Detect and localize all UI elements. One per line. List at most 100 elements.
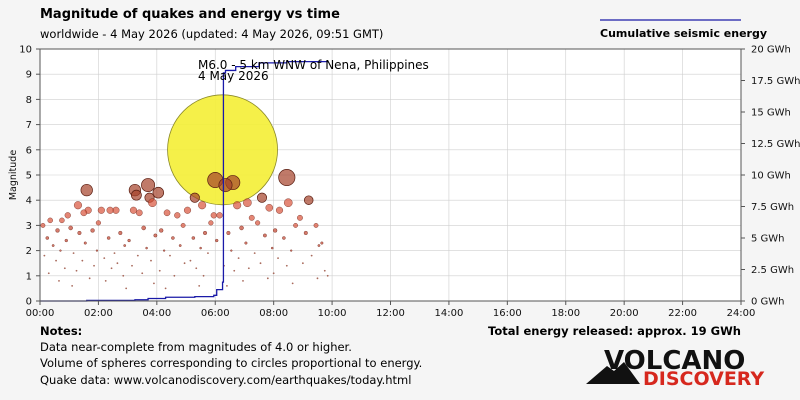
quake-marker xyxy=(237,257,240,260)
quake-marker xyxy=(248,214,255,221)
quake-marker xyxy=(189,259,192,262)
quake-marker xyxy=(95,249,99,252)
y-tick-label: 1 xyxy=(26,271,32,282)
quake-marker xyxy=(77,230,82,235)
quake-marker xyxy=(81,259,84,262)
quake-marker xyxy=(71,284,74,287)
quake-marker xyxy=(159,228,164,233)
quake-marker xyxy=(243,198,252,208)
quake-marker xyxy=(110,267,113,270)
quake-marker xyxy=(83,241,87,245)
quake-marker xyxy=(136,209,143,217)
quake-marker xyxy=(123,244,127,247)
quake-marker xyxy=(303,230,308,235)
quake-marker xyxy=(97,206,105,214)
quake-marker xyxy=(210,212,217,219)
y2-tick-label: 10 GWh xyxy=(751,171,791,182)
quake-marker xyxy=(323,269,326,272)
quake-marker xyxy=(122,274,125,277)
quake-marker xyxy=(129,206,137,214)
quake-marker xyxy=(226,284,228,287)
quake-marker xyxy=(158,269,161,272)
quake-marker xyxy=(171,236,175,240)
quake-marker xyxy=(230,249,233,252)
quake-marker xyxy=(199,246,202,250)
quake-marker xyxy=(163,209,171,217)
quake-marker xyxy=(226,230,231,235)
chart-subtitle: worldwide - 4 May 2026 (updated: 4 May 2… xyxy=(40,27,383,41)
quake-marker xyxy=(256,192,268,203)
quake-marker xyxy=(313,222,319,228)
quake-marker xyxy=(272,272,275,275)
x-axis-ticks: 00:00 02:00 04:00 06:00 08:00 10:00 12:00 14:00… xyxy=(26,301,755,319)
notes-line-3: Quake data: www.volcanodiscovery.com/ear… xyxy=(40,373,411,387)
y-tick-label: 6 xyxy=(26,145,32,156)
y2-tick-label: 2.5 GWh xyxy=(751,265,794,276)
x-tick-label: 08:00 xyxy=(259,308,288,319)
quake-marker xyxy=(113,252,116,255)
y-tick-label: 8 xyxy=(26,95,32,106)
y2-tick-label: 20 GWh xyxy=(751,45,791,56)
quake-marker xyxy=(218,178,233,193)
quake-marker xyxy=(51,244,55,247)
quake-marker xyxy=(244,241,248,245)
legend-label: Cumulative seismic energy xyxy=(600,27,767,40)
quake-marker xyxy=(247,267,250,270)
quake-marker xyxy=(103,257,106,260)
quake-marker xyxy=(266,277,269,280)
y2-tick-label: 17.5 GWh xyxy=(751,76,800,87)
notes-line-1: Data near-complete from magnitudes of 4.… xyxy=(40,340,352,354)
notes-heading: Notes: xyxy=(40,324,82,338)
quake-marker xyxy=(167,94,278,206)
y-tick-label: 10 xyxy=(19,45,32,56)
y-tick-label: 5 xyxy=(26,171,32,182)
x-tick-label: 20:00 xyxy=(610,308,639,319)
logo-text-volcano: VOLCANO xyxy=(604,346,745,376)
x-tick-label: 06:00 xyxy=(201,308,230,319)
x-tick-label: 16:00 xyxy=(493,308,522,319)
quake-marker xyxy=(131,264,133,267)
quake-marker xyxy=(118,230,123,235)
quake-marker xyxy=(285,264,288,267)
quake-marker xyxy=(88,277,91,280)
quake-marker xyxy=(73,201,82,210)
cumulative-energy-line xyxy=(40,60,329,302)
quake-marker xyxy=(290,249,293,252)
quake-marker xyxy=(263,233,267,238)
quake-marker xyxy=(136,254,139,257)
quake-marker xyxy=(277,257,279,260)
y2-tick-label: 5 GWh xyxy=(751,234,785,245)
quake-marker xyxy=(265,203,274,212)
quake-marker xyxy=(64,238,68,243)
y-tick-label: 9 xyxy=(26,70,32,81)
quake-marker xyxy=(293,222,298,228)
quake-marker xyxy=(152,186,165,199)
quake-marker xyxy=(233,201,242,210)
quake-marker xyxy=(174,212,181,219)
quake-marker xyxy=(272,228,278,233)
y-tick-label: 4 xyxy=(26,196,32,207)
quake-marker xyxy=(63,267,66,270)
x-tick-label: 22:00 xyxy=(668,308,697,319)
quake-marker xyxy=(55,228,60,233)
y2-tick-label: 15 GWh xyxy=(751,108,791,119)
quake-marker xyxy=(106,206,114,214)
total-energy: Total energy released: approx. 19 GWh xyxy=(488,324,741,338)
notes-line-2: Volume of spheres corresponding to circl… xyxy=(40,356,422,370)
quake-marker xyxy=(233,269,236,272)
quake-marker xyxy=(198,284,201,287)
quake-marker xyxy=(45,236,50,240)
quake-marker xyxy=(198,201,207,210)
y-tick-label: 0 xyxy=(26,297,32,308)
quake-marker xyxy=(242,279,244,282)
quake-marker xyxy=(64,212,71,219)
quake-marker xyxy=(326,274,329,277)
volcano-discovery-logo: VOLCANO DISCOVERY xyxy=(586,346,764,390)
x-tick-label: 00:00 xyxy=(26,308,55,319)
quake-marker xyxy=(40,222,46,228)
quake-marker xyxy=(189,192,200,203)
x-tick-label: 02:00 xyxy=(84,308,113,319)
quake-marker xyxy=(58,279,60,282)
quake-marker xyxy=(106,236,111,240)
